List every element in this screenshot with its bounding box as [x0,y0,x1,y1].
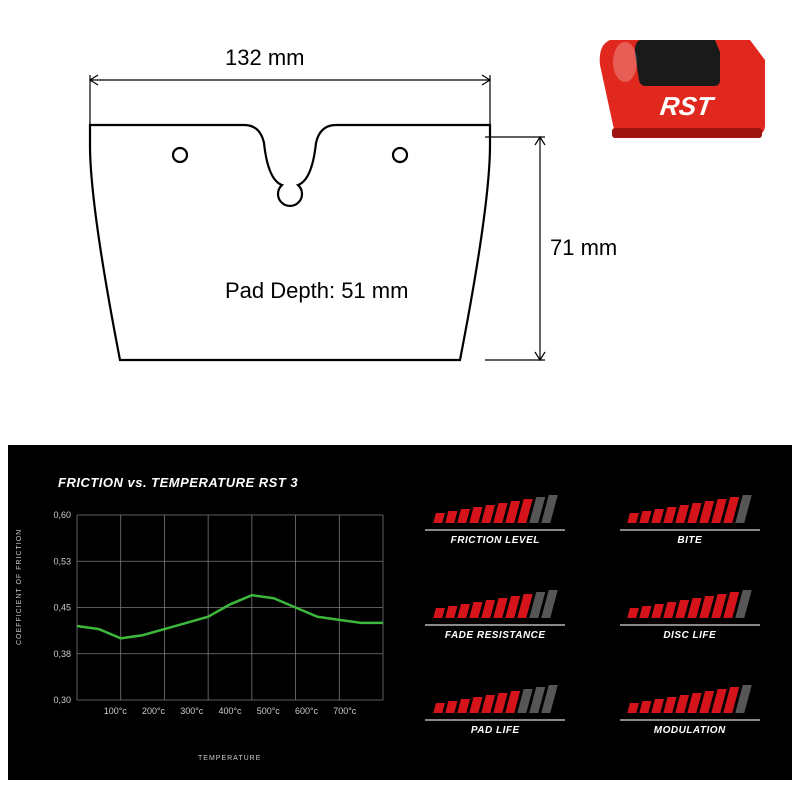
rating-bar [469,507,482,523]
rating-bar [639,606,651,618]
rating-bar [639,511,651,523]
rating-bar [651,509,664,523]
chart-title: FRICTION vs. TEMPERATURE RST 3 [58,475,298,490]
rating-item: FADE RESISTANCE [413,590,578,665]
rating-label: PAD LIFE [425,719,565,736]
ratings-grid: FRICTION LEVEL BITE FADE RESISTANCE DISC LI… [403,445,792,780]
rating-label: MODULATION [620,719,760,736]
svg-text:RST: RST [658,91,716,121]
svg-text:0,53: 0,53 [53,556,71,566]
product-image: RST [580,10,780,160]
rating-bar [651,699,664,713]
rating-bar [457,509,470,523]
svg-text:600°c: 600°c [295,706,319,716]
rating-item: PAD LIFE [413,685,578,760]
brake-pad-outline [50,60,610,410]
rating-label: FRICTION LEVEL [425,529,565,546]
rating-bar [469,697,482,713]
rating-bar [433,703,445,713]
rating-bar [457,699,470,713]
rating-bar [445,701,457,713]
rating-bars [627,590,752,618]
rating-bar [627,608,639,618]
svg-text:0,60: 0,60 [53,510,71,520]
rating-bar [639,701,651,713]
performance-panel: FRICTION vs. TEMPERATURE RST 3 COEFFICIE… [8,445,792,780]
rating-label: BITE [620,529,760,546]
rating-bar [469,602,482,618]
svg-text:0,30: 0,30 [53,695,71,705]
rating-bars [627,495,752,523]
svg-text:0,45: 0,45 [53,603,71,613]
svg-text:100°c: 100°c [104,706,128,716]
rating-label: FADE RESISTANCE [425,624,565,641]
chart-svg: 0,30 0,38 0,45 0,53 0,60 100°c 200°c 300°c 400°c… [43,505,393,745]
rating-bar [627,513,639,523]
rating-bars [627,685,752,713]
svg-text:400°c: 400°c [218,706,242,716]
svg-text:700°c: 700°c [333,706,357,716]
rating-bars [433,590,558,618]
rating-item: DISC LIFE [608,590,773,665]
rating-bar [445,606,457,618]
rating-bars [433,685,558,713]
svg-text:200°c: 200°c [142,706,166,716]
diagram-section: 132 mm 71 mm Pad Depth: 51 mm RST [0,0,800,430]
rating-bar [651,604,664,618]
x-axis-title: TEMPERATURE [198,755,261,762]
svg-text:300°c: 300°c [180,706,204,716]
friction-chart: FRICTION vs. TEMPERATURE RST 3 COEFFICIE… [8,445,403,780]
rating-bar [433,513,445,523]
y-axis-title: COEFFICIENT OF FRICTION [16,529,23,645]
rating-bar [457,604,470,618]
rating-label: DISC LIFE [620,624,760,641]
rating-item: BITE [608,495,773,570]
rating-item: MODULATION [608,685,773,760]
rating-bars [433,495,558,523]
svg-text:500°c: 500°c [257,706,281,716]
rating-bar [445,511,457,523]
rating-item: FRICTION LEVEL [413,495,578,570]
rating-bar [433,608,445,618]
rating-bar [627,703,639,713]
svg-text:0,38: 0,38 [53,649,71,659]
